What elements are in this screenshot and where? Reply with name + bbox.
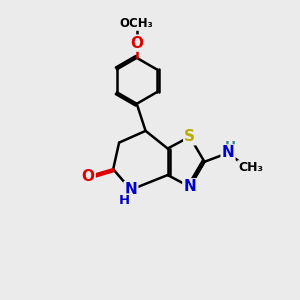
Text: H: H	[119, 194, 130, 207]
Text: OCH₃: OCH₃	[120, 17, 154, 30]
Text: O: O	[82, 169, 95, 184]
Text: N: N	[183, 179, 196, 194]
Text: N: N	[124, 182, 137, 197]
Text: H: H	[225, 140, 236, 153]
Text: O: O	[130, 36, 143, 51]
Text: S: S	[184, 129, 195, 144]
Text: CH₃: CH₃	[238, 161, 263, 174]
Text: N: N	[222, 146, 234, 160]
